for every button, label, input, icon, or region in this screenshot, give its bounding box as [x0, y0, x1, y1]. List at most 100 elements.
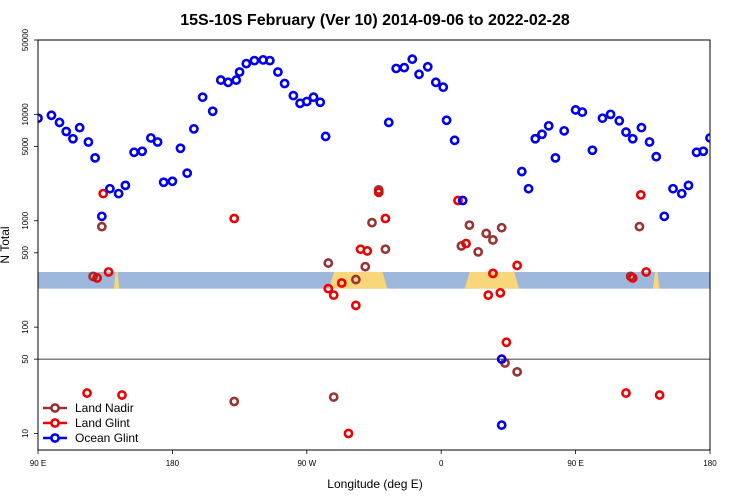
ocean-glint-point [197, 92, 208, 103]
ocean-glint-point [636, 122, 647, 133]
ocean-glint-point [61, 126, 72, 137]
y-tick-label: 500 [21, 246, 30, 260]
land-glint-point [98, 188, 109, 199]
y-tick-label: 10 [21, 429, 30, 438]
y-tick-label: 50000 [21, 28, 30, 51]
land-nadir-point [367, 217, 377, 228]
land-glint-point [82, 388, 92, 398]
ocean-glint-point [83, 137, 94, 147]
y-tick-label: 50 [21, 354, 30, 363]
land-nadir-point [350, 274, 361, 285]
land-nadir-point [481, 228, 492, 239]
ocean-glint-point [733, 178, 740, 185]
ocean-glint-point [137, 146, 148, 157]
ocean-glint-point [129, 147, 139, 158]
ocean-glint-point [676, 188, 687, 199]
ocean-glint-point [543, 120, 554, 131]
ocean-glint-point [391, 63, 402, 74]
ocean-glint-point [113, 188, 124, 199]
land-glint-point [488, 268, 498, 279]
ocean-glint-point [614, 115, 625, 126]
ocean-glint-point [68, 133, 78, 144]
land-glint-point [635, 189, 646, 200]
land-glint-point [621, 388, 631, 398]
ocean-glint-point [713, 138, 720, 145]
y-tick-label: 1000 [21, 211, 30, 229]
land-glint-point [461, 238, 471, 249]
ocean-glint-point [723, 179, 730, 186]
data-points [38, 54, 740, 439]
ocean-glint-point [175, 143, 186, 154]
ocean-glint-point [698, 146, 709, 157]
ocean-glint-point [438, 82, 449, 93]
ocean-glint-point [223, 77, 234, 88]
ocean-glint-point [241, 58, 252, 69]
ocean-glint-point [587, 145, 598, 156]
ocean-glint-point [605, 109, 616, 120]
ocean-glint-point [441, 115, 452, 126]
ocean-glint-point [559, 125, 570, 136]
x-axis-title: Longitude (deg E) [327, 477, 422, 491]
land-glint-point [92, 273, 103, 283]
land-glint-point [654, 390, 665, 400]
ocean-glint-point [644, 137, 655, 147]
ocean-glint-point [407, 54, 418, 65]
ocean-glint-point [145, 133, 156, 143]
land-nadir-point [512, 366, 523, 377]
land-glint-point [229, 213, 240, 224]
land-glint-point [627, 273, 638, 283]
land-band-segment [652, 271, 660, 289]
land-glint-point [117, 390, 127, 400]
land-nadir-point [360, 261, 371, 272]
ocean-glint-point [627, 133, 638, 144]
x-tick-label: 90 E [30, 459, 46, 468]
ocean-glint-point [54, 117, 65, 128]
x-tick-label: 180 [703, 459, 717, 468]
ocean-glint-point [279, 78, 290, 89]
land-glint-point [362, 246, 373, 256]
ocean-glint-point [90, 152, 101, 163]
map-band [38, 271, 710, 289]
land-glint-point [323, 283, 334, 294]
ocean-glint-point [120, 180, 131, 191]
ocean-glint-point [537, 129, 547, 140]
land-nadir-legend-label: Land Nadir [75, 401, 134, 415]
land-glint-point [343, 428, 354, 439]
x-tick-label: 90 W [297, 459, 316, 468]
ocean-glint-point [597, 113, 608, 124]
land-nadir-point [473, 246, 484, 257]
ocean-glint-point [158, 177, 169, 188]
ocean-glint-point [523, 183, 534, 194]
ocean-glint-point [668, 183, 678, 194]
ocean-glint-point [207, 106, 218, 117]
ocean-glint-point [167, 176, 178, 187]
ocean-glint-point [301, 96, 312, 107]
land-nadir-point [229, 396, 240, 407]
y-tick-label: 10000 [21, 103, 30, 126]
ocean-glint-point [705, 133, 710, 143]
ocean-glint-point [74, 122, 85, 133]
land-nadir-point [96, 221, 107, 232]
land-glint-legend-label: Land Glint [75, 416, 130, 430]
ocean-glint-point [320, 131, 331, 142]
ocean-glint-point [496, 420, 507, 430]
land-nadir-point [323, 258, 334, 268]
ocean-glint-point [399, 62, 410, 73]
ocean-glint-point [249, 55, 260, 66]
ocean-glint-point [383, 117, 394, 128]
x-tick-label: 90 E [567, 459, 583, 468]
ocean-glint-point [96, 211, 107, 222]
land-glint-point [350, 300, 361, 311]
ocean-glint-point [288, 90, 299, 101]
chart-title: 15S-10S February (Ver 10) 2014-09-06 to … [180, 12, 570, 29]
land-nadir-point [634, 221, 645, 232]
ocean-glint-point [659, 211, 670, 222]
ocean-glint-point [152, 137, 163, 147]
land-nadir-point [488, 235, 498, 245]
land-band-segment [464, 271, 520, 289]
y-tick-label: 5000 [21, 137, 30, 155]
land-nadir-point [464, 220, 475, 231]
ocean-glint-point [516, 166, 527, 177]
ocean-glint-point [577, 107, 588, 118]
